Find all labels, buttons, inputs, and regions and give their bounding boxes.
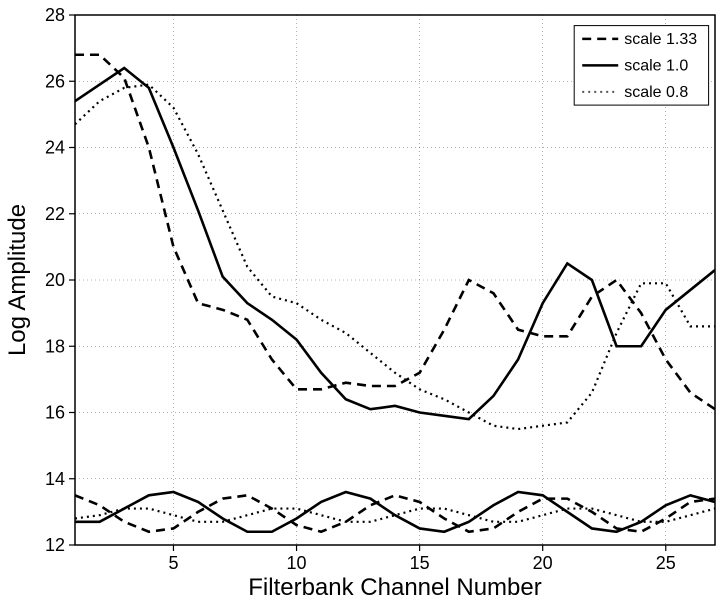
- y-tick-label: 28: [45, 5, 65, 25]
- y-tick-label: 26: [45, 71, 65, 91]
- legend-label: scale 1.33: [624, 31, 697, 48]
- y-tick-label: 20: [45, 270, 65, 290]
- x-tick-label: 10: [287, 553, 307, 573]
- x-tick-label: 5: [168, 553, 178, 573]
- x-axis-label: Filterbank Channel Number: [248, 574, 541, 600]
- y-axis-label: Log Amplitude: [4, 204, 31, 356]
- x-tick-label: 25: [656, 553, 676, 573]
- y-tick-label: 22: [45, 204, 65, 224]
- chart-svg: 5 10 15 20 25 12 14 16 18 20 22 24 26 28 Filterbank Ch…: [0, 0, 727, 600]
- y-tick-label: 14: [45, 469, 65, 489]
- x-tick-label: 15: [410, 553, 430, 573]
- y-tick-label: 18: [45, 336, 65, 356]
- line-chart: 5 10 15 20 25 12 14 16 18 20 22 24 26 28 Filterbank Ch…: [0, 0, 727, 600]
- y-tick-label: 12: [45, 535, 65, 555]
- legend: scale 1.33 scale 1.0 scale 0.8: [574, 26, 708, 106]
- y-tick-label: 24: [45, 138, 65, 158]
- legend-label: scale 1.0: [624, 57, 688, 74]
- x-tick-label: 20: [533, 553, 553, 573]
- legend-label: scale 0.8: [624, 84, 688, 101]
- y-tick-label: 16: [45, 403, 65, 423]
